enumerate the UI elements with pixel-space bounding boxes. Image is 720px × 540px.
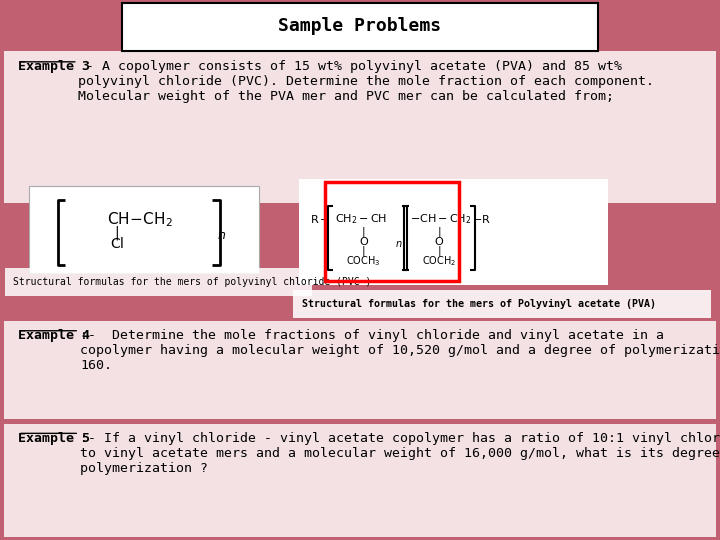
Text: :-  Determine the mole fractions of vinyl chloride and vinyl acetate in a
copoly: :- Determine the mole fractions of vinyl…: [80, 329, 720, 373]
Text: $\mathsf{|}$: $\mathsf{|}$: [361, 225, 366, 239]
Text: $\mathsf{O}$: $\mathsf{O}$: [434, 235, 444, 247]
FancyBboxPatch shape: [5, 268, 312, 296]
Text: Example 5: Example 5: [18, 432, 90, 445]
FancyBboxPatch shape: [299, 179, 608, 285]
Text: $\mathit{n}$: $\mathit{n}$: [395, 239, 402, 249]
FancyBboxPatch shape: [4, 51, 716, 202]
Text: Example 4: Example 4: [18, 329, 90, 342]
Text: $\mathsf{-R}$: $\mathsf{-R}$: [472, 213, 490, 225]
Text: $\mathsf{|}$: $\mathsf{|}$: [114, 224, 119, 242]
Text: $\mathsf{CH_2-CH}$: $\mathsf{CH_2-CH}$: [335, 212, 387, 226]
FancyBboxPatch shape: [122, 3, 598, 51]
Text: $\mathit{n}$: $\mathit{n}$: [217, 230, 226, 242]
Text: $\mathsf{|}$: $\mathsf{|}$: [437, 244, 441, 258]
Text: $\mathsf{O}$: $\mathsf{O}$: [359, 235, 369, 247]
Text: $\mathsf{-CH-CH_2}$: $\mathsf{-CH-CH_2}$: [410, 212, 472, 226]
Text: $\mathsf{Cl}$: $\mathsf{Cl}$: [109, 235, 124, 251]
Text: $\mathsf{COCH_2}$: $\mathsf{COCH_2}$: [422, 254, 456, 268]
Text: Structural formulas for the mers of polyvinyl chloride (PVC ): Structural formulas for the mers of poly…: [13, 278, 372, 287]
Text: $\mathsf{CH\!-\!CH_2}$: $\mathsf{CH\!-\!CH_2}$: [107, 211, 174, 229]
Text: - A copolymer consists of 15 wt% polyvinyl acetate (PVA) and 85 wt%
polyvinyl ch: - A copolymer consists of 15 wt% polyvin…: [78, 60, 654, 104]
Text: $\mathsf{|}$: $\mathsf{|}$: [361, 244, 366, 258]
FancyBboxPatch shape: [29, 186, 259, 273]
FancyBboxPatch shape: [4, 424, 716, 537]
Text: $\mathsf{COCH_3}$: $\mathsf{COCH_3}$: [346, 254, 381, 268]
Text: $\mathsf{R-}$: $\mathsf{R-}$: [310, 213, 330, 225]
Text: Example 3: Example 3: [18, 60, 90, 73]
Text: $\mathsf{|}$: $\mathsf{|}$: [437, 225, 441, 239]
Text: Structural formulas for the mers of Polyvinyl acetate (PVA): Structural formulas for the mers of Poly…: [302, 299, 657, 309]
Text: :- If a vinyl chloride - vinyl acetate copolymer has a ratio of 10:1 vinyl chlor: :- If a vinyl chloride - vinyl acetate c…: [80, 432, 720, 475]
FancyBboxPatch shape: [4, 321, 716, 419]
FancyBboxPatch shape: [293, 290, 711, 318]
Text: Sample Problems: Sample Problems: [279, 17, 441, 35]
